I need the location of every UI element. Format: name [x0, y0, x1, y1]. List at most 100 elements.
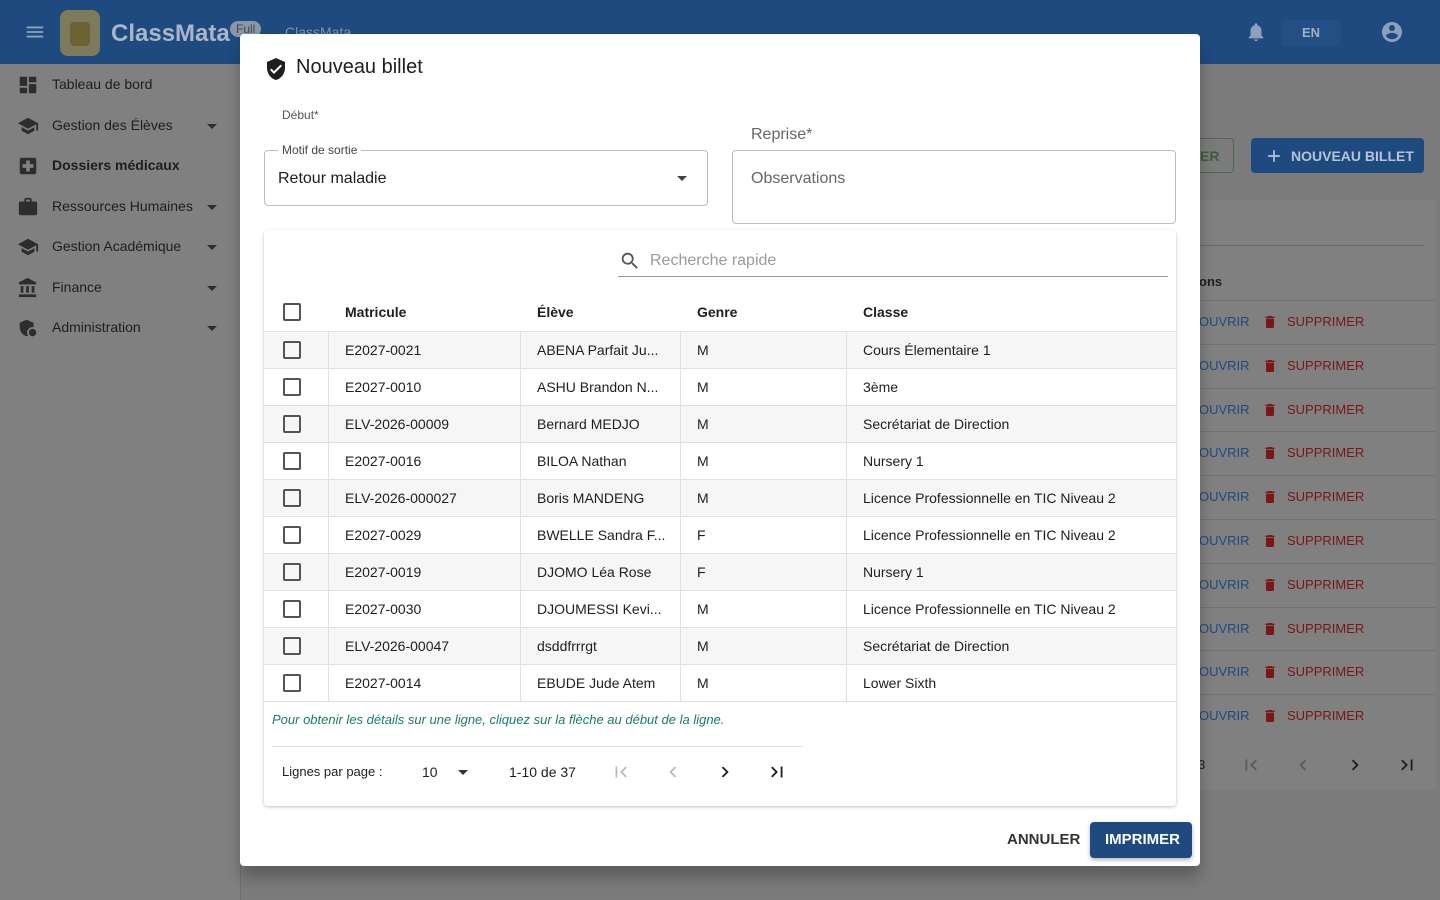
select-caret	[677, 176, 687, 181]
checkbox[interactable]	[283, 341, 301, 359]
table-cell: F	[697, 527, 706, 543]
menu-button[interactable]	[24, 21, 46, 43]
rows-per-page[interactable]: 10	[422, 764, 438, 780]
expand-icon	[207, 285, 217, 291]
open-action[interactable]: OUVRIR	[1199, 576, 1250, 592]
open-action[interactable]: OUVRIR	[1199, 620, 1250, 636]
sidebar-item[interactable]: Administration	[52, 319, 141, 335]
checkbox[interactable]	[283, 415, 301, 433]
sidebar-item[interactable]: Tableau de bord	[52, 76, 153, 92]
pager-button[interactable]	[610, 761, 632, 783]
pager-button[interactable]	[714, 761, 736, 783]
cell-border	[520, 554, 521, 590]
cell-border	[328, 628, 329, 664]
pager-button[interactable]	[1240, 754, 1262, 776]
delete-action[interactable]: SUPPRIMER	[1287, 533, 1365, 548]
delete-action[interactable]: SUPPRIMER	[1287, 576, 1365, 592]
checkbox[interactable]	[283, 378, 301, 396]
checkbox[interactable]	[283, 600, 301, 618]
row-divider	[1176, 300, 1436, 301]
checkbox[interactable]	[283, 526, 301, 544]
cell-border	[846, 443, 847, 479]
cell-border	[680, 554, 681, 590]
row-divider	[1176, 650, 1436, 652]
cancel-button[interactable]: ANNULER	[1007, 831, 1081, 848]
rows-per-page-label: Lignes par page :	[282, 764, 383, 779]
cell-border	[520, 517, 521, 553]
pager-button[interactable]	[1396, 754, 1418, 776]
new-ticket-text[interactable]: NOUVEAU BILLET	[1291, 148, 1414, 164]
sidebar-item[interactable]: Ressources Humaines	[52, 197, 193, 214]
checkbox[interactable]	[283, 563, 301, 581]
cell-border	[680, 591, 681, 627]
open-action[interactable]: OUVRIR	[1199, 489, 1250, 505]
open-action[interactable]: OUVRIR	[1199, 533, 1250, 548]
cell-border	[846, 369, 847, 405]
pager-button[interactable]	[766, 761, 788, 783]
open-action[interactable]: OUVRIR	[1199, 445, 1250, 461]
observations-field[interactable]	[732, 150, 1176, 224]
table-row	[264, 479, 1176, 516]
cell-border	[328, 443, 329, 479]
sidebar	[0, 64, 241, 900]
outlined-button-text[interactable]: ER	[1200, 148, 1220, 164]
delete-action[interactable]: SUPPRIMER	[1287, 489, 1365, 505]
print-button	[1090, 822, 1192, 858]
table-cell: dsddfrrrgt	[537, 638, 597, 654]
table-cell: M	[697, 675, 709, 691]
delete-action[interactable]: SUPPRIMER	[1287, 401, 1365, 417]
pager-button[interactable]	[1344, 754, 1366, 776]
delete-action[interactable]: SUPPRIMER	[1287, 620, 1365, 636]
table-cell: Bernard MEDJO	[537, 416, 640, 432]
rows-caret	[458, 770, 468, 775]
footer-divider	[272, 746, 803, 747]
sidebar-item[interactable]: Gestion des Élèves	[52, 116, 173, 133]
sidebar-item[interactable]: Gestion Académique	[52, 238, 182, 254]
delete-action[interactable]: SUPPRIMER	[1287, 314, 1365, 329]
delete-action[interactable]: SUPPRIMER	[1287, 357, 1365, 373]
sidebar-item[interactable]: Dossiers médicaux	[52, 157, 180, 173]
delete-icon	[1265, 359, 1275, 372]
checkbox[interactable]	[283, 674, 301, 692]
cell-border	[520, 480, 521, 516]
table-cell: Licence Professionnelle en TIC Niveau 2	[863, 601, 1116, 617]
open-action[interactable]: OUVRIR	[1199, 314, 1250, 329]
table-cell: E2027-0019	[345, 564, 422, 580]
table-cell: Boris MANDENG	[537, 490, 645, 506]
delete-action[interactable]: SUPPRIMER	[1287, 708, 1365, 724]
checkbox[interactable]	[283, 452, 301, 470]
cell-border	[328, 554, 329, 590]
notifications[interactable]	[1245, 21, 1267, 43]
print-button-text[interactable]: IMPRIMER	[1105, 831, 1180, 848]
table-cell: Nursery 1	[863, 453, 924, 469]
language[interactable]: EN	[1281, 20, 1341, 46]
cell-border	[520, 332, 521, 368]
checkbox[interactable]	[283, 637, 301, 655]
table-cell: M	[697, 416, 709, 432]
open-action[interactable]: OUVRIR	[1199, 664, 1250, 680]
checkbox[interactable]	[283, 489, 301, 507]
delete-action[interactable]: SUPPRIMER	[1287, 664, 1365, 680]
search-field[interactable]	[618, 276, 1168, 277]
delete-action[interactable]: SUPPRIMER	[1287, 445, 1365, 461]
app-name: ClassMata	[111, 20, 230, 47]
pager-button[interactable]	[1292, 754, 1314, 776]
row-divider	[1176, 562, 1436, 564]
table-row	[264, 516, 1176, 553]
checkbox[interactable]	[283, 303, 301, 321]
cell-border	[680, 665, 681, 701]
open-action[interactable]: OUVRIR	[1199, 401, 1250, 417]
table-cell: E2027-0021	[345, 342, 422, 358]
cell-border	[328, 406, 329, 442]
table-cell: M	[697, 490, 709, 506]
delete-icon	[1265, 578, 1275, 591]
pager-button[interactable]	[662, 761, 684, 783]
sidebar-item[interactable]: Finance	[52, 278, 102, 295]
new-ticket-button	[1251, 138, 1424, 173]
reason-select[interactable]	[264, 150, 708, 206]
open-action[interactable]: OUVRIR	[1199, 708, 1250, 724]
expand-icon	[207, 326, 217, 331]
open-action[interactable]: OUVRIR	[1199, 357, 1250, 373]
account[interactable]	[1380, 20, 1404, 44]
cell-border	[680, 480, 681, 516]
